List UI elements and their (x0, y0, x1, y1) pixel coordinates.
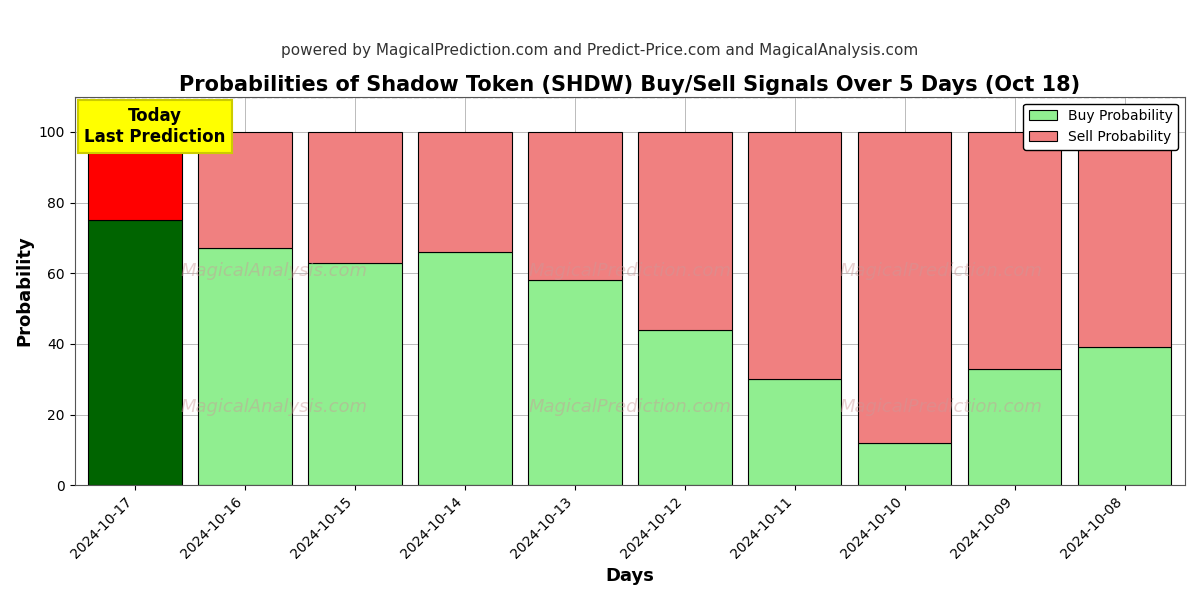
Bar (638, 330, 732, 485)
Bar (858, 443, 952, 485)
X-axis label: Days: Days (605, 567, 654, 585)
Text: powered by MagicalPrediction.com and Predict-Price.com and MagicalAnalysis.com: powered by MagicalPrediction.com and Pre… (281, 43, 919, 58)
Text: Today
Last Prediction: Today Last Prediction (84, 107, 226, 146)
Text: MagicalAnalysis.com: MagicalAnalysis.com (181, 262, 368, 280)
Bar (968, 132, 1061, 368)
Bar (308, 132, 402, 263)
Title: Probabilities of Shadow Token (SHDW) Buy/Sell Signals Over 5 Days (Oct 18): Probabilities of Shadow Token (SHDW) Buy… (179, 75, 1080, 95)
Bar (89, 132, 182, 220)
Bar (528, 280, 622, 485)
Bar (419, 252, 511, 485)
Bar (1078, 132, 1171, 347)
Bar (89, 220, 182, 485)
Text: MagicalPrediction.com: MagicalPrediction.com (839, 398, 1042, 416)
Text: MagicalPrediction.com: MagicalPrediction.com (528, 398, 731, 416)
Text: MagicalPrediction.com: MagicalPrediction.com (528, 262, 731, 280)
Bar (968, 368, 1061, 485)
Bar (1078, 347, 1171, 485)
Text: MagicalPrediction.com: MagicalPrediction.com (839, 262, 1042, 280)
Bar (528, 132, 622, 280)
Bar (198, 248, 292, 485)
Legend: Buy Probability, Sell Probability: Buy Probability, Sell Probability (1024, 103, 1178, 149)
Bar (748, 132, 841, 379)
Bar (419, 132, 511, 252)
Text: MagicalAnalysis.com: MagicalAnalysis.com (181, 398, 368, 416)
Bar (308, 263, 402, 485)
Bar (748, 379, 841, 485)
Bar (198, 132, 292, 248)
Y-axis label: Probability: Probability (16, 235, 34, 346)
Bar (638, 132, 732, 330)
Bar (858, 132, 952, 443)
